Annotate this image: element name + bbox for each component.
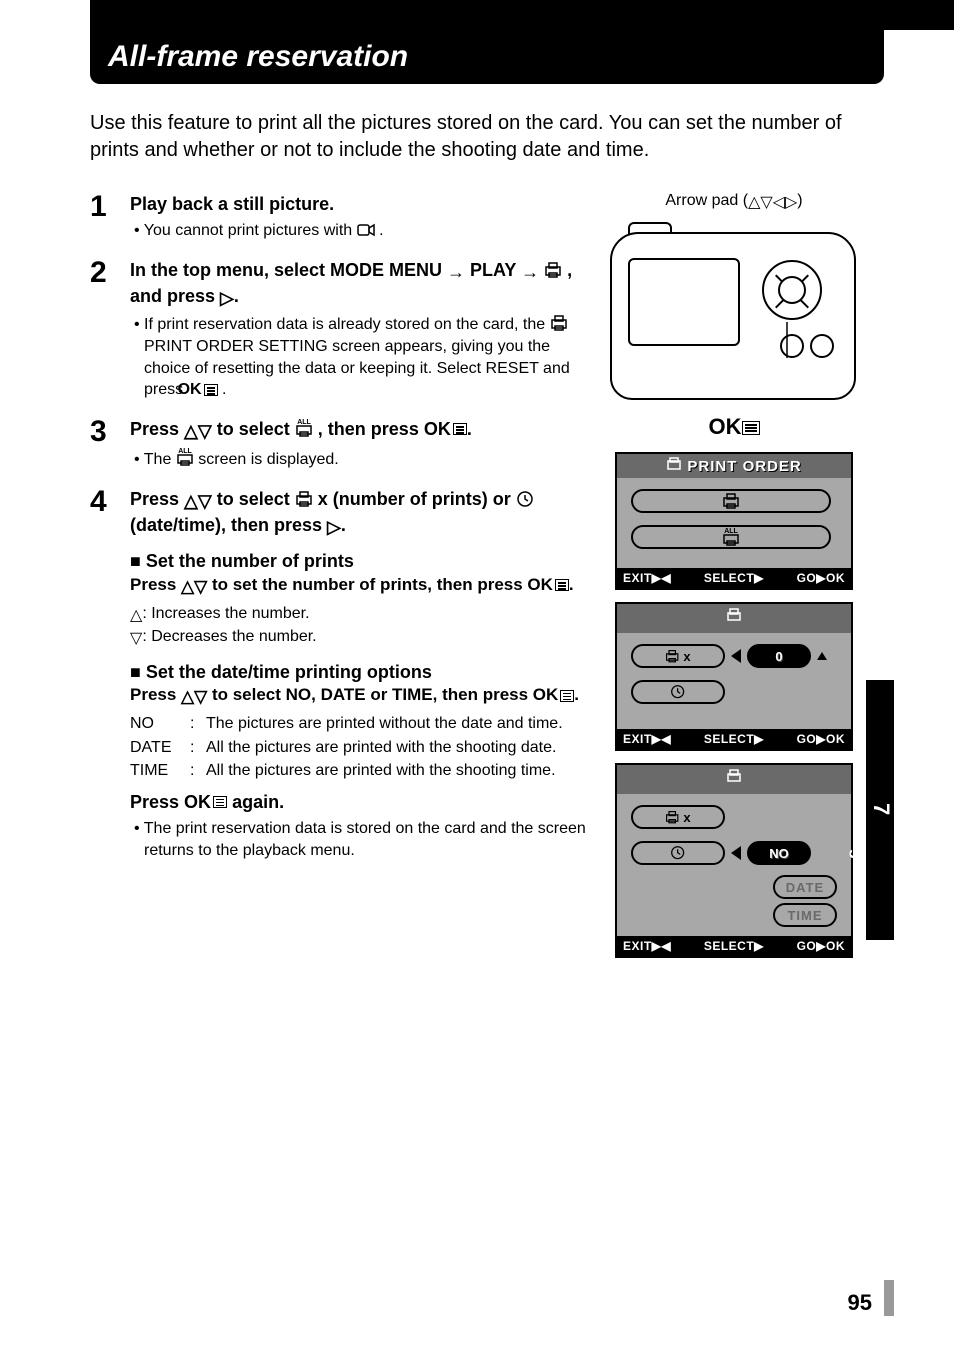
sub-prints-line: Press △▽ to set the number of prints, th… xyxy=(130,574,586,599)
lcd1-title: PRINT ORDER xyxy=(617,454,851,478)
step-4-heading: Press △▽ to select x (number of prints) … xyxy=(130,487,586,540)
step-1-bullet: You cannot print pictures with . xyxy=(130,220,586,242)
lcd2-footer: EXIT▶◀SELECT▶GO▶OK xyxy=(617,729,851,749)
lcd2-count-value: 0 xyxy=(747,644,811,668)
step-1: 1 Play back a still picture. You cannot … xyxy=(90,192,586,242)
lcd1-footer: EXIT▶◀SELECT▶GO▶OK xyxy=(617,568,851,588)
ok-menu-inline: OK xyxy=(424,417,467,441)
lcd3-option-time: TIME xyxy=(773,903,837,927)
increase-line: △: Increases the number. xyxy=(130,603,586,627)
lcd1-option-single xyxy=(631,489,831,513)
instructions-column: 1 Play back a still picture. You cannot … xyxy=(90,192,586,958)
def-time: TIME : All the pictures are printed with… xyxy=(130,760,586,782)
small-button-2 xyxy=(810,334,834,358)
lcd3-datetime-field xyxy=(631,841,725,865)
lcd-print-order: PRINT ORDER EXIT▶◀SELECT▶GO▶OK xyxy=(615,452,853,590)
press-ok-again: Press OK again. xyxy=(130,790,586,814)
menu-icon xyxy=(453,423,467,435)
sub-datetime-heading: ■ Set the date/time printing options xyxy=(130,660,586,684)
lcd3-option-no: NO xyxy=(747,841,811,865)
def-date: DATE : All the pictures are printed with… xyxy=(130,737,586,759)
ok-menu-inline: OK xyxy=(188,379,218,401)
page-edge-bar xyxy=(884,1280,894,1316)
chapter-tab: 7 Print settings xyxy=(866,680,894,940)
movie-icon xyxy=(357,222,375,238)
step-3-number: 3 xyxy=(90,417,116,471)
print-icon xyxy=(550,314,568,332)
pointer-line xyxy=(772,322,802,366)
step-4-number: 4 xyxy=(90,487,116,862)
sub-datetime-line: Press △▽ to select NO, DATE or TIME, the… xyxy=(130,684,586,709)
page-title-bar: All-frame reservation xyxy=(90,30,884,84)
camera-illustration xyxy=(604,218,862,408)
left-arrow-icon xyxy=(731,649,741,663)
all-icon xyxy=(295,418,313,438)
ok-label-under-camera: OK xyxy=(604,414,864,440)
clock-icon xyxy=(516,490,534,508)
lcd2-header-icon xyxy=(617,604,851,633)
page-number: 95 xyxy=(848,1290,872,1316)
step-2: 2 In the top menu, select MODE MENU → PL… xyxy=(90,258,586,401)
sub-prints-heading: ■ Set the number of prints xyxy=(130,549,586,573)
decrease-line: ▽: Decreases the number. xyxy=(130,626,586,650)
step-1-heading: Play back a still picture. xyxy=(130,192,586,216)
print-icon xyxy=(544,261,562,279)
lcd2-prints-field: x xyxy=(631,644,725,668)
lcd2-datetime-field xyxy=(631,680,725,704)
lcd3-footer: EXIT▶◀SELECT▶GO▶OK xyxy=(617,936,851,956)
top-black-bar xyxy=(90,0,954,30)
arrow-pad-label: Arrow pad (△▽◁▷) xyxy=(604,192,864,212)
menu-icon xyxy=(204,384,218,396)
step-4: 4 Press △▽ to select x (number of prints… xyxy=(90,487,586,862)
up-arrow-icon xyxy=(817,652,827,660)
all-icon xyxy=(176,447,194,467)
lcd1-option-all xyxy=(631,525,831,549)
left-arrow-icon xyxy=(731,846,741,860)
intro-text: Use this feature to print all the pictur… xyxy=(90,110,864,164)
lcd3-prints-field: x xyxy=(631,805,725,829)
page-title: All-frame reservation xyxy=(108,40,408,74)
lcd-number-of-prints: x 0 EXIT▶◀SELECT▶GO▶OK xyxy=(615,602,853,751)
svg-text:ALL: ALL xyxy=(788,38,811,52)
print-icon xyxy=(295,490,313,508)
chapter-title: Print settings xyxy=(849,760,868,869)
step-3: 3 Press △▽ to select , then press OK. Th… xyxy=(90,417,586,471)
lcd3-option-date: DATE xyxy=(773,875,837,899)
def-no: NO : The pictures are printed without th… xyxy=(130,713,586,735)
final-bullet: The print reservation data is stored on … xyxy=(130,818,586,861)
step-3-bullet: The screen is displayed. xyxy=(130,447,586,471)
chapter-number: 7 xyxy=(868,688,894,930)
step-2-bullet: If print reservation data is already sto… xyxy=(130,314,586,400)
step-2-heading: In the top menu, select MODE MENU → PLAY… xyxy=(130,258,586,311)
step-2-number: 2 xyxy=(90,258,116,401)
ok-button-icon xyxy=(778,276,806,304)
all-frame-icon: ALL xyxy=(776,38,824,82)
lcd3-header-icon xyxy=(617,765,851,794)
step-3-heading: Press △▽ to select , then press OK. xyxy=(130,417,586,443)
illustration-column: Arrow pad (△▽◁▷) OK xyxy=(604,192,864,958)
lcd-date-time-options: x NO DATE TIME xyxy=(615,763,853,958)
step-1-number: 1 xyxy=(90,192,116,242)
